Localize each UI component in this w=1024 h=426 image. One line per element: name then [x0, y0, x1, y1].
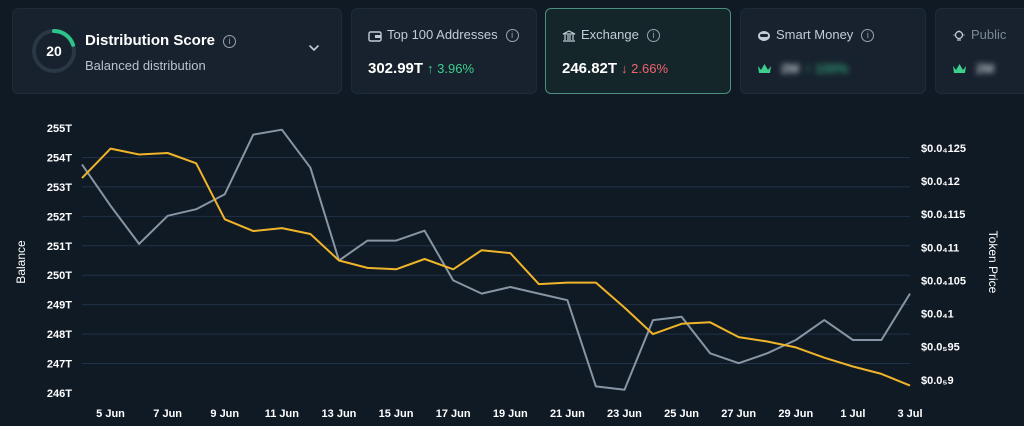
crown-icon: [953, 64, 966, 73]
metric-header: Top 100 Addresses i: [368, 27, 519, 43]
left-tick-label: 255T: [47, 123, 72, 135]
crown-icon: [758, 64, 771, 73]
distribution-score-card[interactable]: 20 Distribution Score i Balanced distribu…: [12, 8, 342, 94]
metric-header: Exchange i: [562, 27, 660, 43]
x-axis-ticks: 5 Jun 7 Jun 9 Jun 11 Jun 13 Jun 15 Jun 17 Jun 1…: [96, 408, 922, 420]
locked-value-text: 2M: [781, 61, 800, 76]
x-tick-label: 21 Jun: [550, 408, 585, 420]
locked-value-text: 2M: [976, 61, 995, 76]
info-icon[interactable]: i: [646, 29, 660, 43]
left-tick-label: 252T: [47, 211, 72, 223]
balance-line: [81, 147, 911, 387]
x-tick-label: 27 Jun: [721, 408, 756, 420]
left-tick-label: 250T: [47, 270, 72, 282]
metric-header: Smart Money i: [757, 27, 875, 43]
wallet-icon: [368, 30, 382, 42]
right-tick-label: $0.0₄11: [921, 242, 959, 254]
right-tick-label: $0.0₅9: [921, 375, 954, 387]
x-tick-label: 7 Jun: [153, 408, 182, 420]
x-tick-label: 23 Jun: [607, 408, 642, 420]
metric-card-public[interactable]: Public 2M: [935, 8, 1024, 94]
metric-card-smart-money[interactable]: Smart Money i 2M ↑ 100%: [740, 8, 926, 94]
info-icon[interactable]: i: [223, 34, 237, 48]
metric-value: 246.82T: [562, 60, 618, 77]
balance-price-chart: 255T 254T 253T 252T 251T 250T 249T 248T 247T 246T…: [14, 123, 1000, 420]
right-axis-ticks: $0.0₄125 $0.0₄12 $0.0₄115 $0.0₄11 $0.0₄105 $0…: [921, 143, 966, 387]
robot-icon: [758, 30, 770, 41]
metric-value-row: 246.82T ↓ 2.66%: [562, 60, 668, 77]
metric-label: Smart Money: [776, 27, 854, 42]
x-tick-label: 5 Jun: [96, 408, 125, 420]
metric-label: Exchange: [581, 27, 639, 42]
right-tick-label: $0.0₄125: [921, 143, 966, 155]
x-tick-label: 3 Jul: [897, 408, 922, 420]
x-tick-label: 9 Jun: [210, 408, 239, 420]
locked-value: 2M: [976, 61, 994, 76]
metric-change: ↓ 2.66%: [621, 61, 669, 76]
bank-icon: [562, 29, 576, 42]
x-tick-label: 11 Jun: [265, 408, 300, 420]
right-tick-label: $0.0₅95: [921, 342, 960, 354]
right-tick-label: $0.0₄105: [921, 275, 966, 287]
metric-value-row: 302.99T ↑ 3.96%: [368, 60, 474, 77]
left-axis-ticks: 255T 254T 253T 252T 251T 250T 249T 248T 247T 246T: [47, 123, 72, 400]
metric-header: Public: [952, 27, 1006, 42]
x-tick-label: 25 Jun: [664, 408, 699, 420]
right-axis-title: Token Price: [986, 231, 1000, 294]
x-tick-label: 29 Jun: [778, 408, 813, 420]
x-tick-label: 13 Jun: [322, 408, 357, 420]
token-price-line: [81, 128, 911, 391]
left-tick-label: 249T: [47, 300, 72, 312]
series-lines: [81, 128, 911, 391]
left-tick-label: 247T: [47, 359, 72, 371]
right-tick-label: $0.0₄115: [921, 209, 965, 221]
left-tick-label: 246T: [47, 388, 72, 400]
info-icon[interactable]: i: [505, 29, 519, 43]
left-tick-label: 248T: [47, 329, 72, 341]
metric-change: ↑ 3.96%: [427, 61, 475, 76]
score-subtitle: Balanced distribution: [85, 58, 206, 73]
score-ring: [32, 29, 76, 73]
locked-value: 2M ↑ 100%: [781, 61, 848, 76]
x-tick-label: 15 Jun: [379, 408, 414, 420]
metric-card-exchange[interactable]: Exchange i 246.82T ↓ 2.66%: [545, 8, 731, 94]
metric-label: Top 100 Addresses: [387, 27, 498, 42]
locked-change: ↑ 100%: [805, 61, 849, 76]
chevron-down-icon[interactable]: [307, 41, 321, 55]
info-icon[interactable]: i: [861, 29, 875, 43]
score-title: Distribution Score i: [85, 32, 237, 49]
metric-value: 302.99T: [368, 60, 424, 77]
score-title-text: Distribution Score: [85, 32, 216, 49]
left-axis-title: Balance: [14, 240, 28, 284]
x-tick-label: 19 Jun: [493, 408, 528, 420]
bulb-icon: [953, 30, 965, 41]
right-tick-label: $0.0₄12: [921, 176, 960, 188]
x-tick-label: 17 Jun: [436, 408, 471, 420]
score-value: 20: [46, 43, 62, 59]
left-tick-label: 253T: [47, 182, 72, 194]
metric-label: Public: [971, 27, 1007, 42]
left-tick-label: 254T: [47, 152, 72, 164]
right-tick-label: $0.0₄1: [921, 309, 954, 321]
left-tick-label: 251T: [47, 241, 72, 253]
chart-grid: [82, 156, 910, 365]
x-tick-label: 1 Jul: [840, 408, 865, 420]
metric-card-top100[interactable]: Top 100 Addresses i 302.99T ↑ 3.96%: [351, 8, 537, 94]
